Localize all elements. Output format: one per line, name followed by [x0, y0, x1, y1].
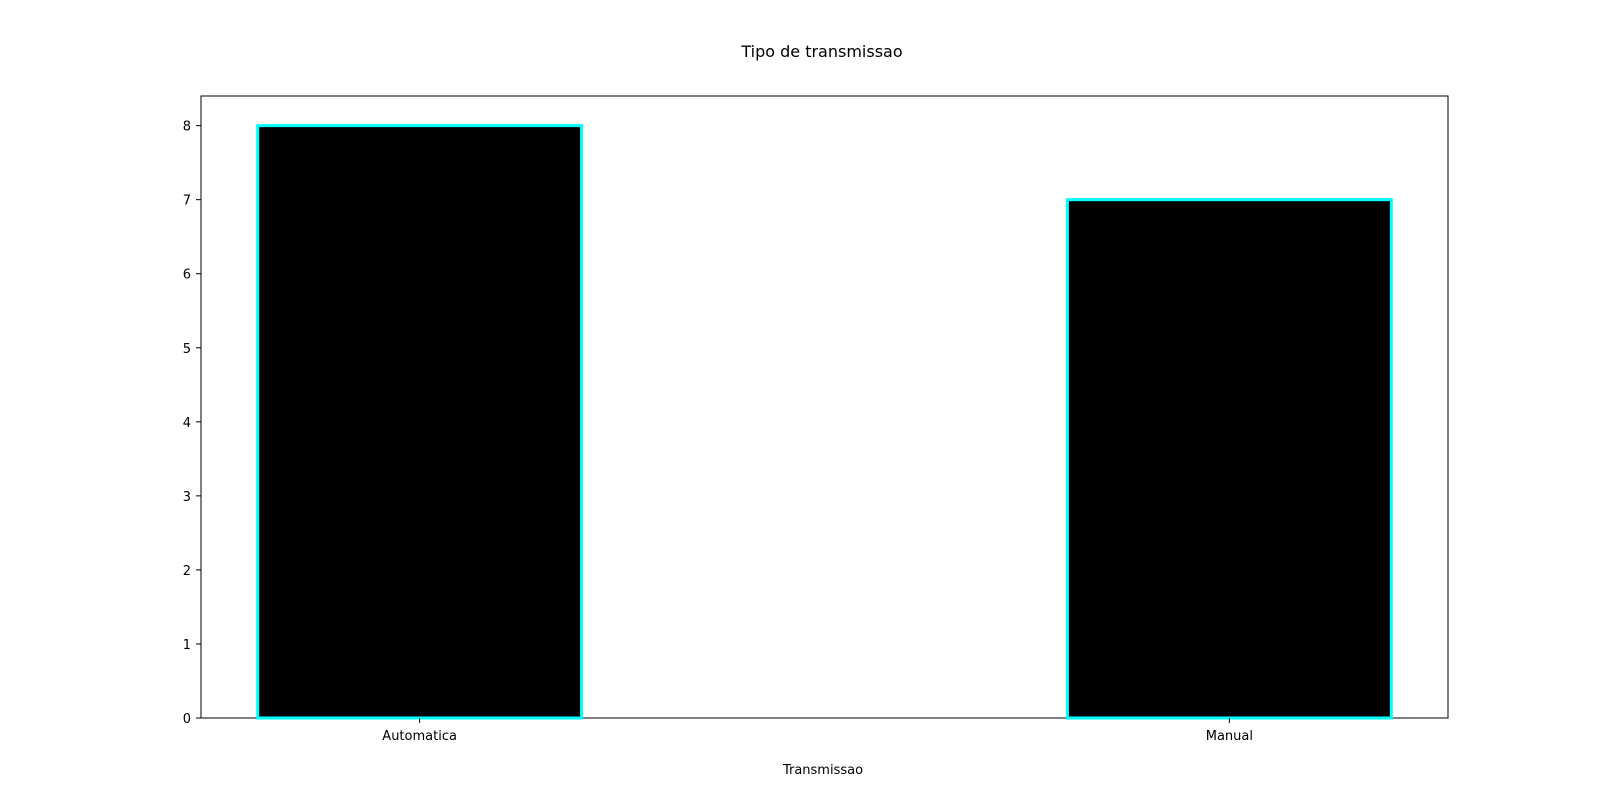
y-tick-label: 6 [183, 268, 191, 283]
y-tick-label: 5 [183, 342, 191, 357]
x-tick-label: Automatica [382, 729, 457, 744]
bar-manual [1065, 198, 1393, 720]
x-tick-label: Manual [1206, 729, 1253, 744]
y-tick-label: 4 [183, 416, 191, 431]
x-axis-label: Transmissao [782, 763, 863, 778]
y-tick-label: 2 [183, 564, 191, 579]
bars-layer [256, 124, 1393, 720]
y-axis-ticks: 0 1 2 3 4 5 6 7 8 [183, 120, 201, 727]
plot-area-frame [200, 95, 1449, 719]
y-tick-label: 3 [183, 490, 191, 505]
y-tick-label: 8 [183, 120, 191, 135]
y-tick-label: 7 [183, 194, 191, 209]
x-axis-ticks: Automatica Manual [382, 718, 1253, 744]
y-tick-label: 0 [183, 712, 191, 727]
chart-title: Tipo de transmissao [740, 42, 902, 61]
bar-automatica [256, 124, 584, 720]
y-tick-label: 1 [183, 638, 191, 653]
